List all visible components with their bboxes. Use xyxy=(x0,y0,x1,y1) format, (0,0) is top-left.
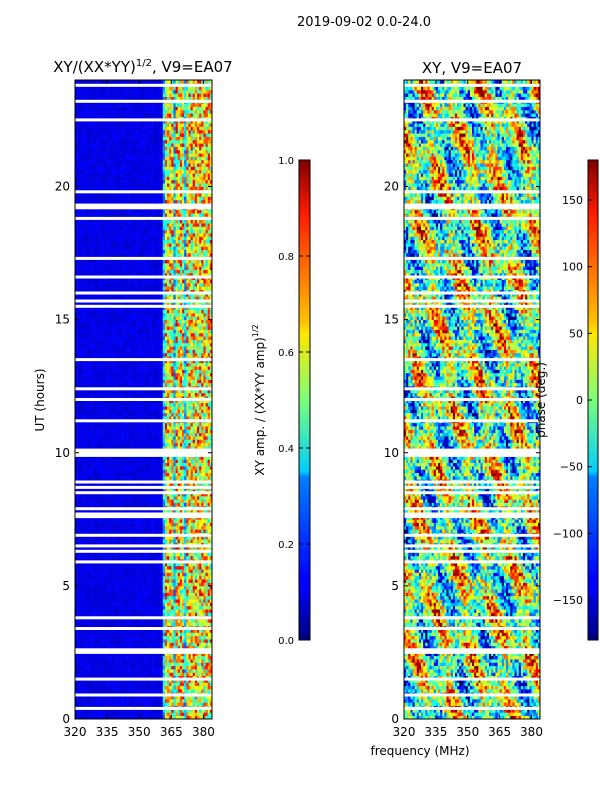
y-axis-label: UT (hours) xyxy=(33,368,47,431)
x-axis-label: frequency (MHz) xyxy=(370,744,469,758)
x-tick-label: 335 xyxy=(96,725,119,739)
amplitude-colorbar-label: XY amp. / (XX*YY amp)1/2 xyxy=(251,324,267,475)
amplitude-colorbar: 0.0 0.2 0.4 0.6 0.8 1.0 XY amp. / (XX*YY amp)… xyxy=(251,156,311,647)
y-tick-label: 20 xyxy=(384,180,399,194)
phase-axes-frame xyxy=(403,79,541,720)
y-tick-label: 0 xyxy=(391,712,399,726)
x-tick-label: 365 xyxy=(488,725,511,739)
x-tick-label: 335 xyxy=(424,725,447,739)
colorbar-tick-label: 0 xyxy=(576,394,583,407)
amplitude-title: XY/(XX*YY)1/2, V9=EA07 xyxy=(53,58,232,76)
x-tick-label: 380 xyxy=(520,725,543,739)
x-tick-label: 320 xyxy=(393,725,416,739)
colorbar-tick-label: 0.0 xyxy=(278,636,294,647)
figure-title: 2019-09-02 0.0-24.0 xyxy=(297,15,431,30)
x-tick-label: 350 xyxy=(128,725,151,739)
y-tick-label: 5 xyxy=(62,579,70,593)
amplitude-ticks: 320 335 350 365 380 0 5 10 15 20 xyxy=(55,80,215,739)
x-tick-label: 365 xyxy=(160,725,183,739)
x-tick-label: 320 xyxy=(64,725,87,739)
colorbar-tick-label: −50 xyxy=(560,461,583,474)
y-tick-label: 20 xyxy=(55,180,70,194)
colorbar-tick-label: 50 xyxy=(569,327,583,340)
y-tick-label: 15 xyxy=(384,313,399,327)
amplitude-colorbar-ticks: 0.0 0.2 0.4 0.6 0.8 1.0 xyxy=(278,156,310,647)
amplitude-axes-frame xyxy=(74,79,213,720)
phase-colorbar: 150 100 50 0 −50 −100 −150 phase (deg.) xyxy=(534,159,599,641)
colorbar-tick-label: 0.4 xyxy=(278,444,294,455)
phase-colorbar-ticks: 150 100 50 0 −50 −100 −150 xyxy=(553,194,592,607)
amplitude-heatmap xyxy=(75,80,212,719)
colorbar-tick-label: 1.0 xyxy=(278,156,294,167)
colorbar-tick-label: 0.2 xyxy=(278,540,294,551)
amplitude-panel: XY/(XX*YY)1/2, V9=EA07 320 335 350 365 380 0 5… xyxy=(33,58,233,739)
y-tick-label: 10 xyxy=(55,446,70,460)
colorbar-tick-label: −150 xyxy=(553,594,583,607)
phase-title: XY, V9=EA07 xyxy=(422,59,522,77)
colorbar-tick-label: 100 xyxy=(562,261,583,274)
y-tick-label: 0 xyxy=(62,712,70,726)
phase-heatmap xyxy=(404,80,540,719)
y-tick-label: 15 xyxy=(55,313,70,327)
phase-ticks: 320 335 350 365 380 0 5 10 15 20 xyxy=(384,80,543,739)
amplitude-colorbar-gradient xyxy=(298,159,311,641)
y-tick-label: 5 xyxy=(391,579,399,593)
y-tick-label: 10 xyxy=(384,446,399,460)
phase-colorbar-label: phase (deg.) xyxy=(534,362,548,438)
colorbar-tick-label: 0.8 xyxy=(278,252,294,263)
phase-panel: XY, V9=EA07 320 335 350 365 380 0 5 10 15 20 xyxy=(384,59,543,739)
colorbar-tick-label: −100 xyxy=(553,527,583,540)
x-tick-label: 350 xyxy=(456,725,479,739)
colorbar-tick-label: 0.6 xyxy=(278,348,294,359)
colorbar-tick-label: 150 xyxy=(562,194,583,207)
x-tick-label: 380 xyxy=(192,725,215,739)
